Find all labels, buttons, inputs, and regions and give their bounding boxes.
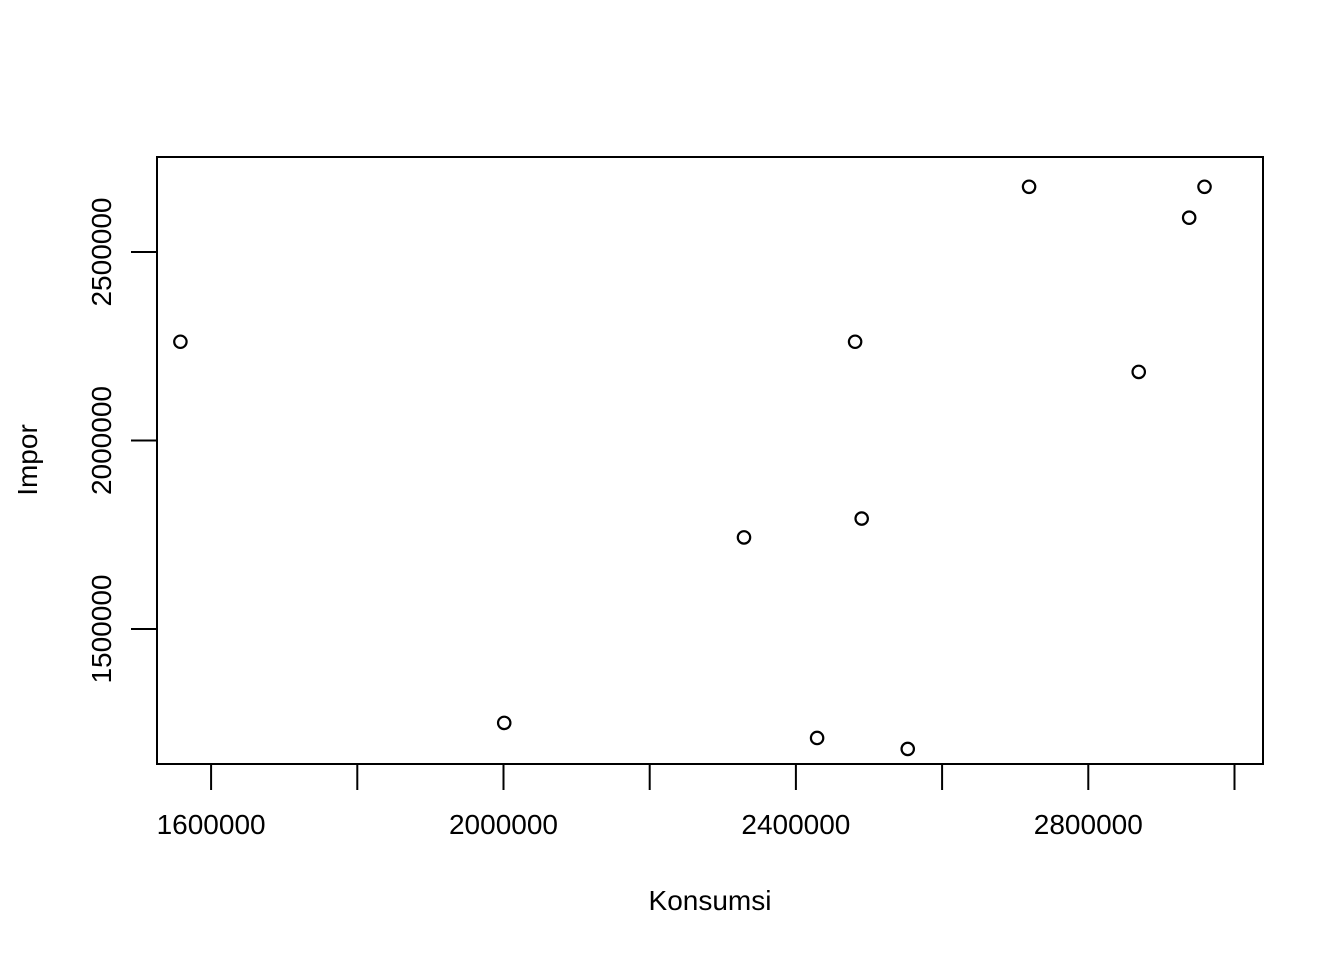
data-points	[173, 179, 1212, 757]
data-point	[1181, 210, 1197, 225]
x-tick-label: 2800000	[1034, 809, 1143, 840]
x-tick-label: 1600000	[157, 809, 266, 840]
data-point	[736, 530, 752, 545]
data-point	[900, 741, 916, 757]
x-tick-label: 2000000	[449, 809, 558, 840]
y-axis-title: Impor	[12, 424, 43, 496]
data-point	[847, 334, 863, 350]
y-axis-ticks: 1500000 2000000 2500000	[86, 198, 157, 684]
data-point	[1131, 364, 1147, 380]
y-tick-label: 2000000	[86, 386, 117, 495]
x-axis-title: Konsumsi	[649, 885, 772, 916]
x-axis-ticks: 1600000 2000000 2400000 2800000	[157, 764, 1236, 840]
data-point	[1197, 179, 1212, 195]
x-tick-label: 2400000	[741, 809, 850, 840]
y-tick-label: 2500000	[86, 198, 117, 307]
data-point	[809, 730, 825, 746]
data-point	[173, 334, 188, 350]
y-tick-label: 1500000	[86, 575, 117, 684]
data-point	[854, 511, 869, 526]
data-point	[1021, 179, 1037, 195]
data-point	[496, 715, 512, 731]
